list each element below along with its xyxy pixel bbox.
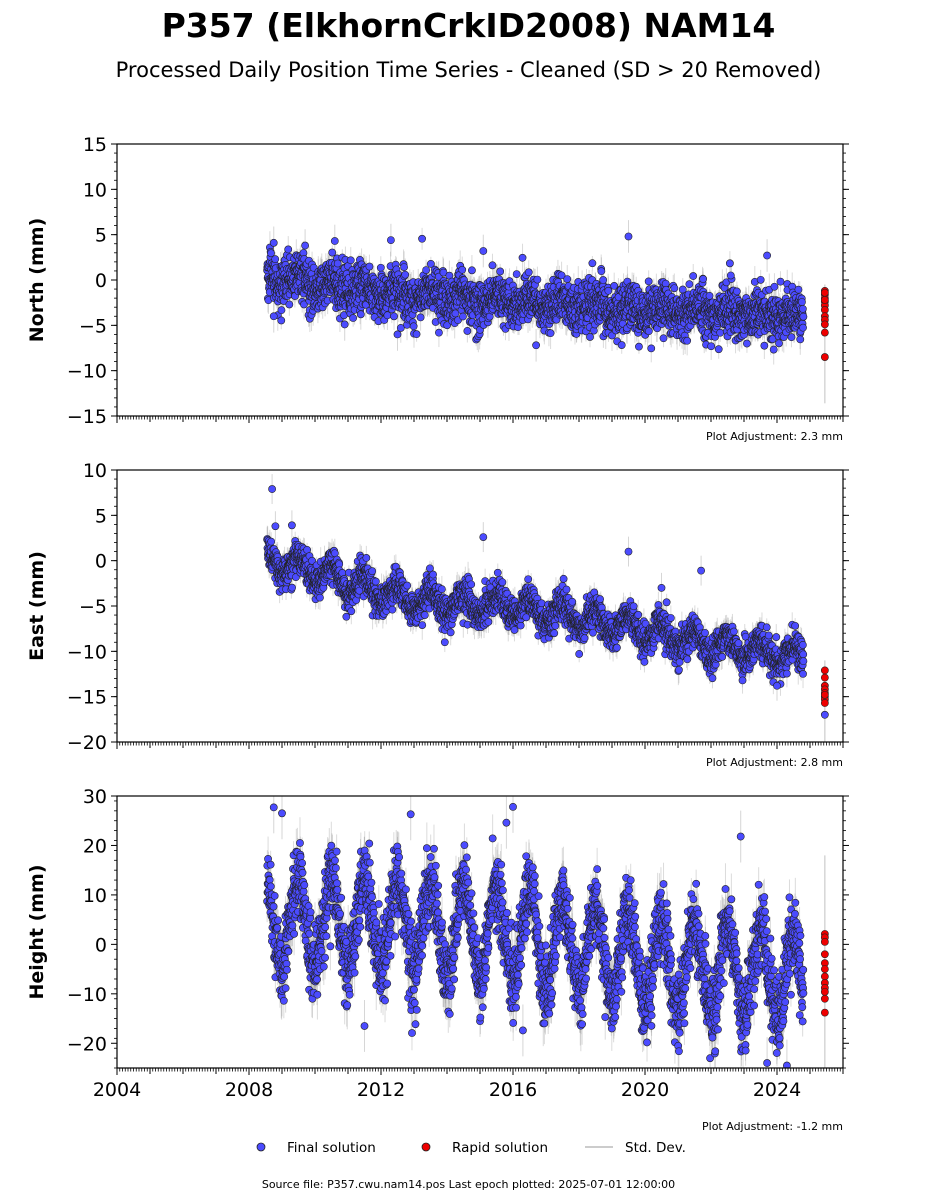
final-point xyxy=(426,259,435,268)
final-point xyxy=(563,275,572,283)
final-point xyxy=(349,314,358,322)
final-points xyxy=(263,232,808,354)
final-point xyxy=(588,259,597,268)
final-point xyxy=(277,306,286,315)
final-point xyxy=(512,270,521,279)
final-point xyxy=(546,329,555,338)
final-point xyxy=(376,263,385,272)
final-point xyxy=(488,261,497,270)
final-point xyxy=(271,255,280,264)
final-point xyxy=(533,275,542,284)
final-point xyxy=(463,327,472,335)
final-point xyxy=(409,322,418,331)
final-point xyxy=(300,300,308,309)
final-point xyxy=(365,262,374,271)
final-point xyxy=(416,313,425,322)
final-point xyxy=(285,300,294,309)
final-point xyxy=(356,310,365,319)
chart-subtitle: Processed Daily Position Time Series - C… xyxy=(115,58,822,82)
final-point xyxy=(346,256,355,265)
chart-title: P357 (ElkhornCrkID2008) NAM14 xyxy=(161,6,776,45)
final-point xyxy=(459,312,467,321)
final-point xyxy=(586,333,594,341)
final-point xyxy=(557,271,566,280)
final-point xyxy=(524,268,533,277)
final-point xyxy=(458,265,467,274)
final-point xyxy=(435,328,443,337)
final-point xyxy=(396,324,405,332)
final-point xyxy=(617,341,626,349)
final-point xyxy=(599,276,608,284)
final-point xyxy=(400,263,408,271)
final-point xyxy=(451,309,460,318)
final-point xyxy=(267,249,275,258)
final-point xyxy=(328,248,337,257)
final-point xyxy=(390,312,398,321)
final-point xyxy=(597,267,606,276)
final-point xyxy=(284,245,293,254)
final-point xyxy=(277,316,286,325)
final-point xyxy=(468,266,476,275)
final-point xyxy=(412,330,421,339)
final-point xyxy=(401,270,410,279)
final-point xyxy=(518,253,527,262)
final-point xyxy=(635,342,643,351)
final-point xyxy=(604,286,613,295)
final-point xyxy=(333,259,342,268)
final-point xyxy=(418,234,426,243)
final-point xyxy=(422,266,430,274)
data-layer xyxy=(263,220,829,404)
final-point xyxy=(496,267,505,276)
